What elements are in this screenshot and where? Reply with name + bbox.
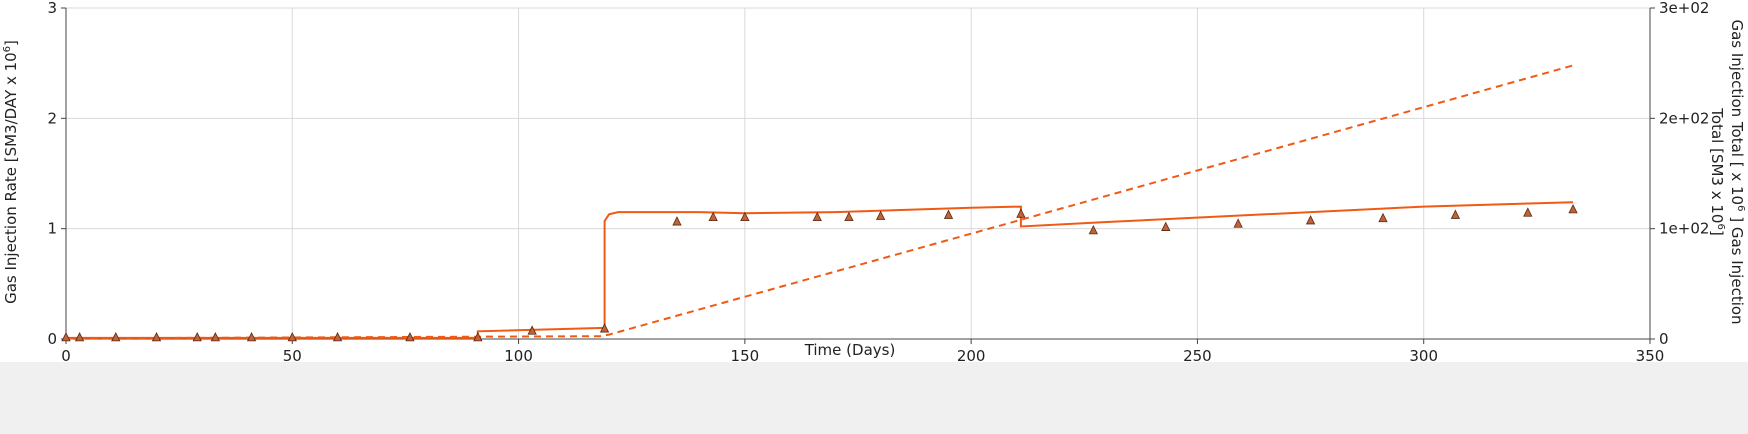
data-marker bbox=[1161, 221, 1171, 231]
x-tick-label: 50 bbox=[283, 347, 302, 362]
x-tick-label: 350 bbox=[1636, 347, 1665, 362]
data-marker bbox=[708, 211, 718, 222]
x-tick-label: 100 bbox=[504, 347, 533, 362]
data-marker bbox=[1568, 204, 1578, 214]
series-line-total bbox=[65, 64, 1574, 340]
y2-tick-label: 1e+02 bbox=[1659, 220, 1709, 238]
y2-tick-label: 3e+02 bbox=[1659, 0, 1709, 17]
x-axis-title: Time (Days) bbox=[804, 341, 896, 359]
data-marker bbox=[1233, 218, 1243, 228]
chart-area: 0 50 100 150 200 250 300 350 0 1 2 3 0 1e+02 2e+02 3e+0… bbox=[0, 0, 1748, 365]
data-marker bbox=[672, 216, 682, 226]
x-tick-label: 300 bbox=[1409, 347, 1438, 362]
y2-axis-title-line2-tail: ] bbox=[1708, 230, 1726, 236]
bottom-panel bbox=[0, 362, 1748, 434]
x-tick-label: 150 bbox=[731, 347, 760, 362]
grid-lines bbox=[66, 7, 1651, 339]
axes bbox=[61, 7, 1655, 344]
data-marker bbox=[1016, 208, 1026, 218]
y-tick-label: 2 bbox=[47, 109, 57, 127]
data-marker bbox=[74, 332, 85, 342]
data-marker bbox=[740, 211, 750, 222]
series-line-rate bbox=[66, 201, 1574, 339]
y2-axis-title-line2-text: Total [SM3 x 10 bbox=[1708, 107, 1726, 223]
data-marker bbox=[287, 332, 297, 342]
data-marker bbox=[1523, 207, 1533, 217]
x-tick-label: 200 bbox=[957, 347, 986, 362]
data-marker bbox=[210, 332, 220, 342]
y2-axis-title-line2: Total [SM3 x 106] bbox=[1708, 107, 1726, 235]
tick-labels: 0 50 100 150 200 250 300 350012301e+022e+023e+0… bbox=[47, 0, 1709, 365]
data-marker bbox=[111, 332, 121, 342]
data-marker bbox=[943, 209, 954, 219]
y-tick-label: 3 bbox=[47, 0, 57, 17]
data-marker bbox=[332, 332, 343, 342]
y-tick-label: 0 bbox=[47, 330, 57, 348]
data-marker bbox=[246, 332, 257, 342]
data-marker bbox=[875, 210, 886, 220]
data-marker bbox=[1305, 215, 1316, 225]
y-axis-title-sup: 6 bbox=[2, 46, 13, 52]
x-tick-label: 0 bbox=[61, 347, 71, 362]
data-marker bbox=[61, 332, 71, 342]
chart-svg: 0 50 100 150 200 250 300 350012301e+022e+023e+0… bbox=[2, 0, 1746, 365]
data-marker bbox=[844, 211, 854, 222]
data-marker bbox=[1450, 209, 1461, 219]
y-tick-label: 1 bbox=[47, 220, 57, 238]
y2-axis-title-line1-text: Gas Injection Total [ x 10 bbox=[1728, 19, 1746, 205]
data-marker bbox=[473, 332, 483, 342]
data-marker bbox=[527, 325, 537, 335]
y2-tick-label: 0 bbox=[1659, 330, 1669, 348]
y2-axis-title-line1-sup: 6 bbox=[1735, 205, 1746, 211]
y2-axis-title-line1-tail: ] Gas Injection bbox=[1728, 211, 1746, 324]
y2-axis-title-line2-sup: 6 bbox=[1715, 223, 1726, 229]
series-group bbox=[61, 64, 1578, 342]
y2-tick-label: 2e+02 bbox=[1659, 109, 1709, 127]
data-marker bbox=[599, 323, 610, 333]
y-axis-title-text: Gas Injection Rate [SM3/DAY x 10 bbox=[2, 52, 20, 304]
y-axis-title-tail: ] bbox=[2, 40, 20, 46]
data-marker bbox=[1088, 224, 1098, 235]
data-marker bbox=[812, 211, 822, 222]
y2-axis-title-line1: Gas Injection Total [ x 106 ] Gas Inject… bbox=[1728, 19, 1746, 324]
data-marker bbox=[151, 332, 162, 342]
y-axis-title: Gas Injection Rate [SM3/DAY x 106] bbox=[2, 40, 20, 304]
x-tick-label: 250 bbox=[1183, 347, 1212, 362]
data-marker bbox=[192, 332, 202, 342]
data-marker bbox=[1378, 212, 1388, 223]
data-marker bbox=[405, 332, 415, 342]
